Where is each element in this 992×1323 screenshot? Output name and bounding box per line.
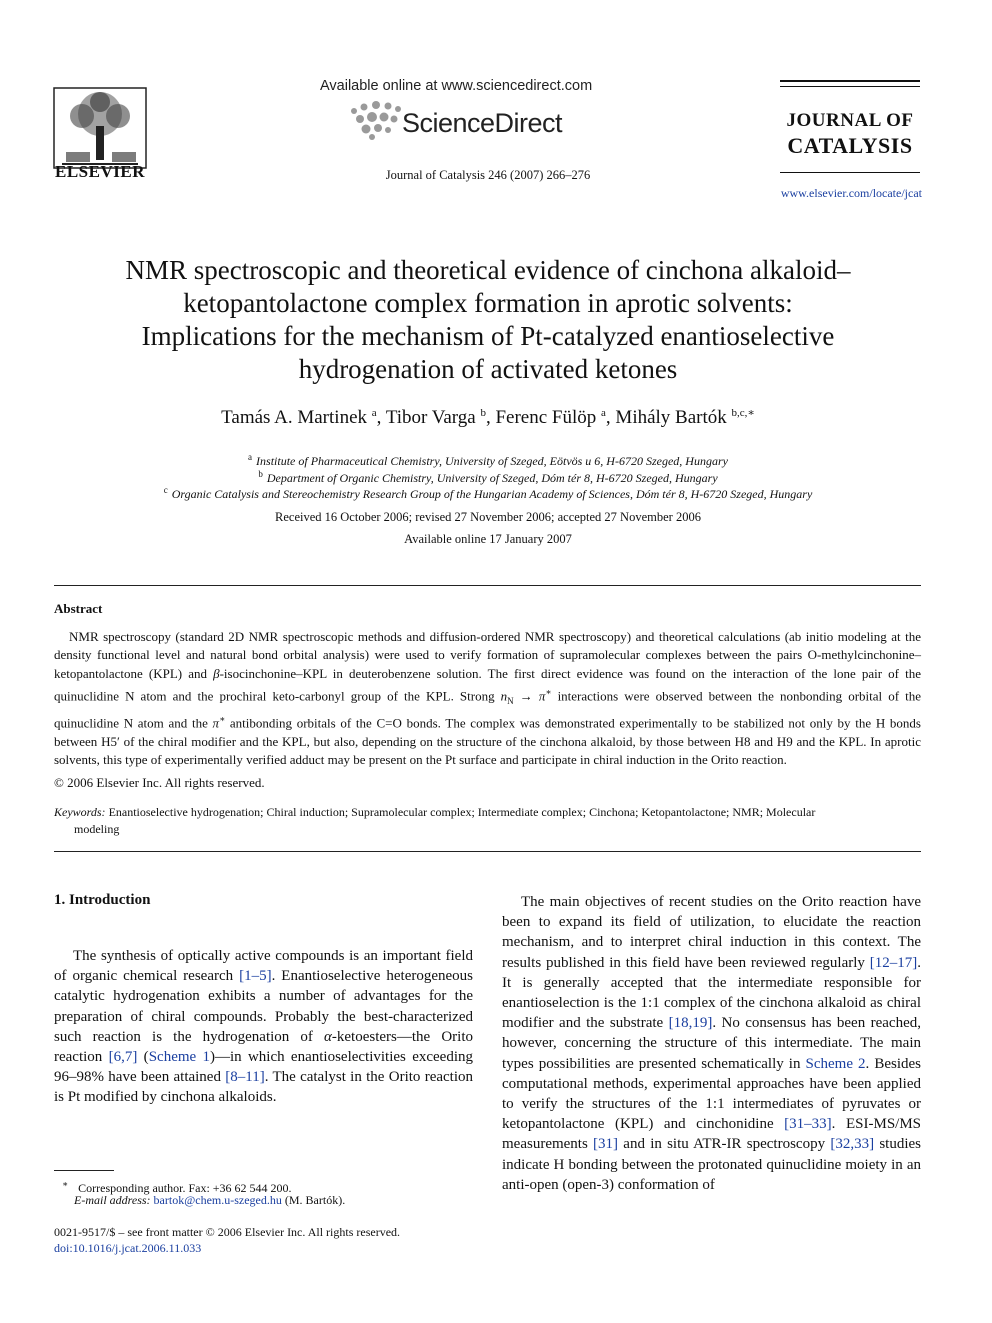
citation-link[interactable]: [1–5] [239, 968, 272, 985]
symbol-arrow: → [513, 688, 539, 704]
affiliation-text: Organic Catalysis and Stereochemistry Re… [171, 487, 813, 501]
journal-rule-bottom [780, 172, 920, 173]
journal-title-line2: CATALYSIS [787, 133, 913, 158]
journal-title: JOURNAL OF CATALYSIS [780, 108, 920, 158]
journal-url-link[interactable]: www.elsevier.com/locate/jcat [780, 186, 922, 200]
title-line: ketopantolactone complex formation in ap… [183, 288, 793, 318]
citation-link[interactable]: [32,33] [830, 1136, 875, 1153]
article-title: NMR spectroscopic and theoretical eviden… [60, 254, 916, 386]
author-affil-mark: b,c,∗ [731, 407, 755, 419]
citation-link[interactable]: [6,7] [108, 1049, 138, 1066]
author-name[interactable]: Tamás A. Martinek [221, 407, 367, 428]
symbol-n: n [500, 688, 508, 704]
author-affil-mark: b [480, 407, 486, 419]
paragraph: The synthesis of optically active compou… [54, 946, 473, 1108]
affiliation-mark: a [248, 452, 253, 462]
text-segment: and in situ ATR-IR spectroscopy [618, 1136, 831, 1153]
abstract-segment: -isocinchonine–KPL in deuterobenzene sol… [54, 665, 921, 704]
affiliation-mark: c [163, 485, 168, 495]
footnote-email: E-mail address: bartok@chem.u-szeged.hu … [74, 1192, 345, 1208]
scheme-link[interactable]: Scheme 2 [805, 1055, 866, 1072]
greek-beta: β [213, 665, 220, 681]
title-line: Implications for the mechanism of Pt-cat… [141, 321, 835, 351]
column-right: The main objectives of recent studies on… [502, 892, 921, 1195]
abstract-segment: interactions were observed between the n… [54, 688, 922, 731]
abstract-text: NMR spectroscopy (standard 2D NMR spectr… [54, 628, 921, 769]
author-name[interactable]: Tibor Varga [385, 407, 476, 428]
text-segment: . It is generally accepted that the inte… [502, 954, 921, 1032]
abstract-copyright: © 2006 Elsevier Inc. All rights reserved… [54, 775, 265, 790]
text-segment: . Besides computational methods, experim… [502, 1055, 921, 1133]
text-segment: . Enantioselective heterogeneous catalyt… [54, 968, 473, 1045]
paragraph: The main objectives of recent studies on… [502, 892, 921, 1195]
received-dates: Received 16 October 2006; revised 27 Nov… [275, 510, 701, 524]
affiliation: c Organic Catalysis and Stereochemistry R… [0, 485, 976, 502]
abstract-segment: antibonding orbitals of the C=O bonds. T… [54, 715, 921, 768]
journal-citation: Journal of Catalysis 246 (2007) 266–276 [385, 168, 591, 182]
author-name[interactable]: Mihály Bartók [615, 407, 727, 428]
citation-link[interactable]: [12–17] [869, 954, 918, 971]
column-left: The synthesis of optically active compou… [54, 946, 473, 1108]
affiliation-text: Department of Organic Chemistry, Univers… [266, 471, 718, 485]
doi-link[interactable]: doi:10.1016/j.jcat.2006.11.033 [54, 1241, 202, 1255]
citation-link[interactable]: [8–11] [225, 1069, 265, 1086]
greek-pi: π [538, 688, 546, 704]
available-online-date: Available online 17 January 2007 [404, 532, 572, 546]
citation-link[interactable]: [31] [593, 1136, 619, 1153]
text-segment: . ESI-MS/MS measurements [502, 1116, 922, 1153]
keywords-label: Keywords: [54, 805, 106, 819]
text-segment: . No consensus has been reached, however… [502, 1015, 921, 1072]
elsevier-tree-logo [53, 87, 147, 169]
text-segment: -ketoesters—the Orito reaction [54, 1028, 473, 1066]
text-segment: The main objectives of recent studies on… [502, 894, 921, 971]
keywords: Keywords: Enantioselective hydrogenation… [54, 804, 921, 837]
author-affil-mark: a [371, 407, 377, 419]
publisher-name: ELSEVIER [55, 162, 145, 181]
abstract-heading: Abstract [54, 601, 103, 616]
text-segment: studies indicate H bonding between the p… [502, 1136, 921, 1193]
greek-pi: π [212, 715, 220, 731]
symbol-star: ∗ [219, 714, 226, 725]
sciencedirect-wordmark: ScienceDirect [402, 108, 563, 138]
keywords-list-continued: modeling [74, 821, 120, 836]
affiliation: b Department of Organic Chemistry, Univer… [0, 469, 976, 486]
scheme-link[interactable]: Scheme 1 [148, 1049, 210, 1066]
greek-alpha: α [324, 1028, 332, 1045]
section-heading: 1. Introduction [54, 892, 151, 908]
abstract-segment: NMR spectroscopy (standard 2D NMR spectr… [54, 629, 921, 681]
available-online-text: Available online at www.sciencedirect.co… [320, 78, 593, 94]
citation-link[interactable]: [18,19] [668, 1015, 713, 1032]
text-segment: . The catalyst in the Orito reaction is … [54, 1069, 473, 1106]
text-segment: )—in which enantioselectivities exceedin… [54, 1049, 473, 1086]
text-segment: ( [137, 1049, 149, 1066]
front-matter-line: 0021-9517/$ – see front matter © 2006 El… [54, 1225, 401, 1239]
symbol-subscript: N [507, 695, 514, 706]
citation-link[interactable]: [31–33] [784, 1116, 832, 1133]
keywords-list: Enantioselective hydrogenation; Chiral i… [105, 805, 816, 819]
title-line: NMR spectroscopic and theoretical eviden… [125, 255, 851, 285]
journal-title-line1: JOURNAL OF [786, 110, 914, 131]
author-name[interactable]: Ferenc Fülöp [495, 407, 597, 428]
corresponding-author: Corresponding author. Fax: +36 62 544 20… [78, 1181, 292, 1195]
text-segment: The synthesis of optically active compou… [54, 948, 473, 985]
journal-rule-top [780, 80, 920, 82]
footnote-mark: ∗ [62, 1179, 69, 1189]
title-line: hydrogenation of activated ketones [298, 354, 678, 384]
email-label: E-mail address: [74, 1193, 151, 1207]
email-owner: (M. Bartók). [281, 1193, 346, 1207]
sciencedirect-dots-icon [351, 101, 401, 140]
affiliation-mark: b [258, 469, 263, 479]
author-affil-mark: a [601, 407, 606, 419]
affiliation: a Institute of Pharmaceutical Chemistry, … [0, 452, 976, 469]
divider [54, 851, 921, 852]
footnote-rule [54, 1170, 114, 1171]
journal-rule-top-thin [780, 86, 920, 87]
author-list: Tamás A. Martinek a, Tibor Varga b, Fere… [221, 407, 755, 428]
symbol-star: ∗ [545, 686, 552, 697]
email-link[interactable]: bartok@chem.u-szeged.hu [153, 1193, 282, 1207]
divider [54, 585, 921, 586]
footnote-corresponding: ∗ Corresponding author. Fax: +36 62 544 2… [54, 1176, 292, 1196]
affiliation-text: Institute of Pharmaceutical Chemistry, U… [256, 454, 728, 468]
